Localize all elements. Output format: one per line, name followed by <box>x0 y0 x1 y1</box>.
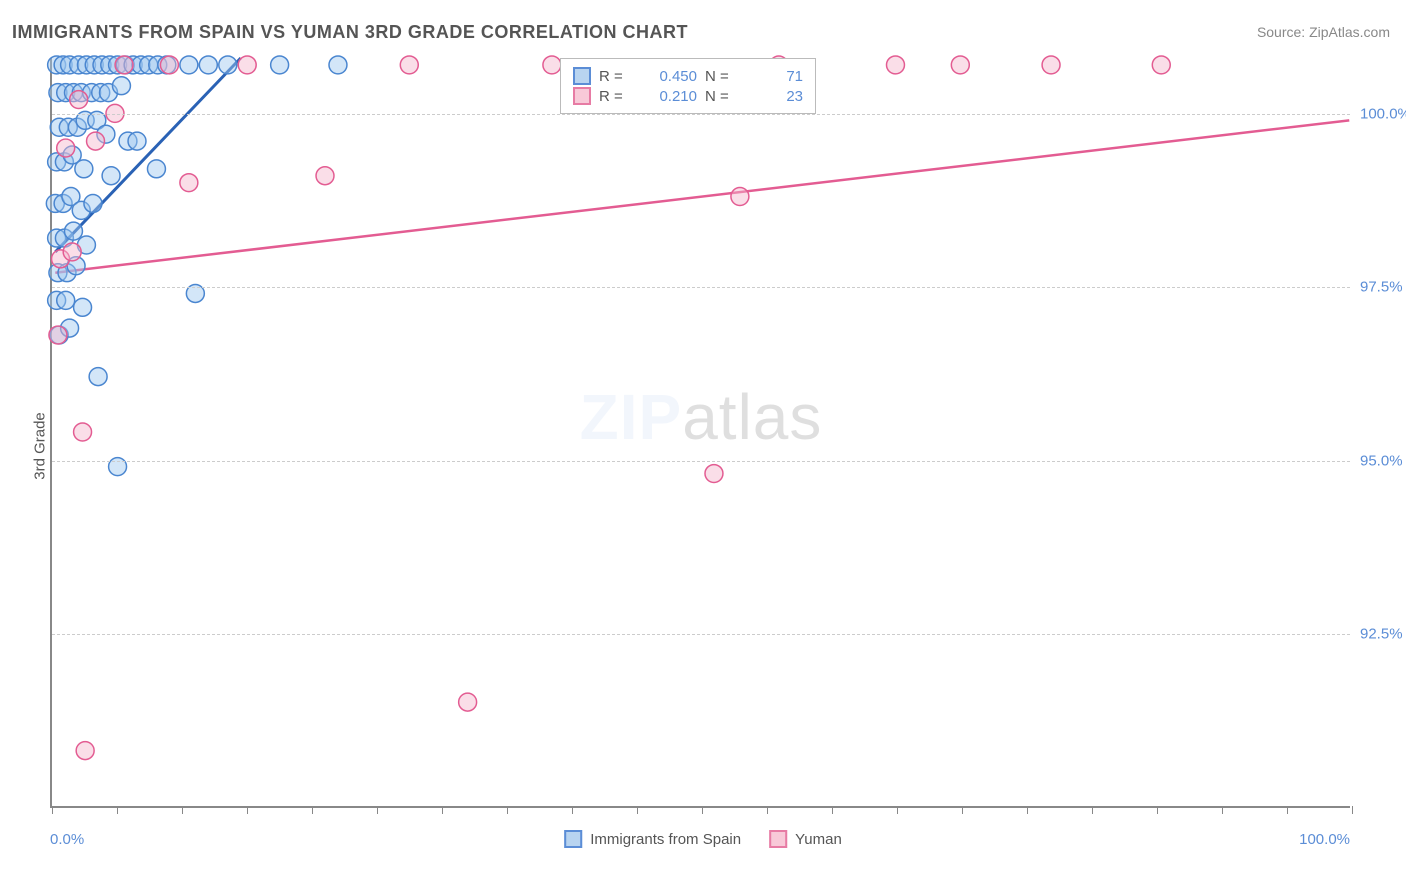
data-point <box>84 194 102 212</box>
data-point <box>128 132 146 150</box>
x-tick <box>52 806 53 814</box>
data-point <box>887 56 905 74</box>
data-point <box>705 465 723 483</box>
legend-item: Yuman <box>769 830 842 848</box>
series-legend: Immigrants from Spain Yuman <box>564 830 842 848</box>
data-point <box>76 742 94 760</box>
data-point <box>160 56 178 74</box>
data-point <box>57 139 75 157</box>
x-tick <box>1287 806 1288 814</box>
data-point <box>74 423 92 441</box>
x-tick <box>832 806 833 814</box>
source-label: Source: ZipAtlas.com <box>1257 24 1390 40</box>
data-point <box>112 77 130 95</box>
legend-swatch <box>769 830 787 848</box>
x-tick <box>1157 806 1158 814</box>
x-tick <box>247 806 248 814</box>
chart-container: IMMIGRANTS FROM SPAIN VS YUMAN 3RD GRADE… <box>0 0 1406 892</box>
data-point <box>459 693 477 711</box>
grid-line <box>52 634 1350 635</box>
legend-item-label: Immigrants from Spain <box>590 831 741 848</box>
y-tick-label: 92.5% <box>1360 626 1406 643</box>
data-point <box>1042 56 1060 74</box>
data-point <box>238 56 256 74</box>
r-label: R = <box>599 68 629 85</box>
data-point <box>329 56 347 74</box>
x-tick <box>1222 806 1223 814</box>
data-point <box>271 56 289 74</box>
legend-row: R = 0.210 N = 23 <box>573 87 803 105</box>
trend-line <box>55 120 1349 272</box>
correlation-legend: R = 0.450 N = 71 R = 0.210 N = 23 <box>560 58 816 114</box>
data-point <box>49 326 67 344</box>
y-axis-title: 3rd Grade <box>31 412 48 480</box>
x-tick <box>1027 806 1028 814</box>
x-tick <box>377 806 378 814</box>
plot-svg <box>52 58 1350 806</box>
x-tick <box>182 806 183 814</box>
x-tick <box>767 806 768 814</box>
x-tick <box>1352 806 1353 814</box>
y-tick-label: 100.0% <box>1360 105 1406 122</box>
n-value: 71 <box>743 68 803 85</box>
x-tick <box>1092 806 1093 814</box>
legend-row: R = 0.450 N = 71 <box>573 67 803 85</box>
x-tick <box>637 806 638 814</box>
y-tick-label: 95.0% <box>1360 452 1406 469</box>
data-point <box>316 167 334 185</box>
data-point <box>951 56 969 74</box>
x-tick <box>117 806 118 814</box>
x-tick <box>507 806 508 814</box>
data-point <box>731 188 749 206</box>
x-axis-max-label: 100.0% <box>1299 831 1350 848</box>
data-point <box>180 56 198 74</box>
data-point <box>147 160 165 178</box>
data-point <box>87 132 105 150</box>
data-point <box>115 56 133 74</box>
r-label: R = <box>599 88 629 105</box>
x-tick <box>962 806 963 814</box>
data-point <box>180 174 198 192</box>
legend-swatch <box>573 67 591 85</box>
data-point <box>400 56 418 74</box>
n-value: 23 <box>743 88 803 105</box>
r-value: 0.450 <box>637 68 697 85</box>
legend-item: Immigrants from Spain <box>564 830 741 848</box>
r-value: 0.210 <box>637 88 697 105</box>
data-point <box>102 167 120 185</box>
legend-item-label: Yuman <box>795 831 842 848</box>
legend-swatch <box>564 830 582 848</box>
data-point <box>89 368 107 386</box>
data-point <box>70 91 88 109</box>
n-label: N = <box>705 68 735 85</box>
x-tick <box>572 806 573 814</box>
data-point <box>543 56 561 74</box>
data-point <box>57 291 75 309</box>
data-point <box>219 56 237 74</box>
legend-swatch <box>573 87 591 105</box>
x-tick <box>897 806 898 814</box>
grid-line <box>52 287 1350 288</box>
x-tick <box>312 806 313 814</box>
x-tick <box>702 806 703 814</box>
x-axis-min-label: 0.0% <box>50 831 84 848</box>
x-tick <box>442 806 443 814</box>
plot-area: ZIPatlas 92.5%95.0%97.5%100.0% <box>50 58 1350 808</box>
data-point <box>199 56 217 74</box>
data-point <box>1152 56 1170 74</box>
n-label: N = <box>705 88 735 105</box>
data-point <box>74 298 92 316</box>
grid-line <box>52 461 1350 462</box>
chart-title: IMMIGRANTS FROM SPAIN VS YUMAN 3RD GRADE… <box>12 22 688 43</box>
data-point <box>65 222 83 240</box>
data-point <box>63 243 81 261</box>
data-point <box>75 160 93 178</box>
y-tick-label: 97.5% <box>1360 279 1406 296</box>
